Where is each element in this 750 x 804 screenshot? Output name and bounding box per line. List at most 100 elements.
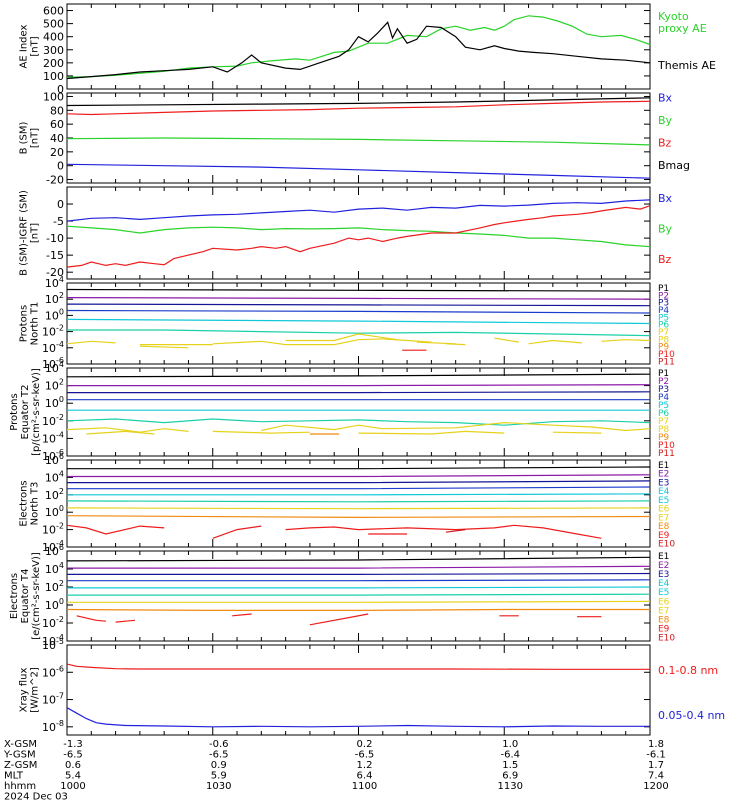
legend-entry: E9 bbox=[658, 531, 670, 541]
legend-entry: E1 bbox=[658, 461, 669, 471]
legend-entry: P8 bbox=[658, 335, 669, 345]
legend-entry: P10 bbox=[658, 441, 675, 451]
series-line-p8 bbox=[86, 430, 155, 435]
x-axis-row-label: Z-GSM bbox=[4, 760, 37, 771]
legend-entry: E8 bbox=[658, 615, 670, 625]
series-line-p3 bbox=[67, 391, 651, 394]
series-line-p5 bbox=[66, 318, 651, 325]
x-axis-row-value: 1130 bbox=[498, 781, 523, 792]
series-line-p1 bbox=[66, 288, 651, 292]
legend-entry: P11 bbox=[658, 357, 675, 367]
legend-entry: E3 bbox=[658, 570, 669, 580]
x-axis-row-value: 1030 bbox=[206, 781, 231, 792]
series-line-p8 bbox=[285, 333, 398, 342]
panel-frame bbox=[66, 3, 651, 90]
series-line-by bbox=[66, 137, 651, 146]
series-line-bz bbox=[66, 205, 651, 268]
y-axis-label: Electrons bbox=[9, 573, 20, 619]
y-axis-label: Protons bbox=[9, 393, 20, 430]
y-tick-label: 10-7 bbox=[42, 692, 64, 707]
legend-entry: P2 bbox=[658, 377, 669, 387]
legend-entry: proxy AE bbox=[658, 22, 707, 35]
series-line-p7 bbox=[528, 339, 583, 345]
legend-entry: P1 bbox=[658, 369, 669, 379]
series-line-e5 bbox=[67, 586, 651, 589]
x-axis-row-value: 1100 bbox=[352, 781, 377, 792]
series-line-e8 bbox=[66, 608, 650, 612]
y-tick-label: 0 bbox=[57, 83, 64, 96]
panel-frame bbox=[66, 186, 651, 280]
legend-entry: E2 bbox=[658, 470, 669, 480]
x-axis-row-value: 1000 bbox=[60, 781, 85, 792]
y-axis-label: North T1 bbox=[30, 302, 41, 346]
y-tick-label: 300 bbox=[43, 44, 64, 57]
legend-entry: P4 bbox=[658, 306, 669, 316]
legend-entry: P6 bbox=[658, 409, 669, 419]
y-axis-label: Equator T2 bbox=[20, 385, 31, 440]
series-line-by bbox=[66, 225, 651, 248]
series-line-p2 bbox=[67, 384, 651, 387]
series-line-p7 bbox=[212, 338, 432, 346]
y-tick-label: 102 bbox=[45, 487, 64, 502]
legend-entry: E10 bbox=[658, 540, 675, 550]
legend-entry: Bmag bbox=[658, 159, 690, 172]
series-line-p8 bbox=[494, 337, 519, 343]
series-line-bz bbox=[66, 100, 651, 116]
legend-entry: Kyoto bbox=[658, 10, 689, 23]
x-axis-row-value: -6.4 bbox=[500, 750, 520, 761]
y-tick-label: 106 bbox=[45, 543, 64, 558]
y-axis-label: [p/(cm²-s-sr-keV)] bbox=[31, 368, 42, 456]
series-line-e7 bbox=[66, 507, 651, 510]
y-tick-label: 100 bbox=[43, 90, 64, 103]
x-axis-row-value: 0.9 bbox=[211, 760, 227, 771]
y-axis-label: [nT] bbox=[30, 128, 41, 148]
legend-entry: 0.1-0.8 nm bbox=[658, 664, 718, 677]
panel-frame bbox=[66, 459, 651, 548]
y-tick-label: 600 bbox=[43, 5, 64, 18]
x-axis-row-value: 5.9 bbox=[211, 771, 227, 782]
legend-entry: P9 bbox=[658, 343, 669, 353]
legend-entry: P5 bbox=[658, 313, 669, 323]
x-axis-row-value: 7.4 bbox=[648, 771, 664, 782]
series-line-e5 bbox=[67, 493, 651, 496]
series-line-e10 bbox=[445, 529, 466, 533]
y-axis-label: Protons bbox=[19, 305, 30, 342]
legend-entry: P8 bbox=[658, 425, 669, 435]
legend-entry: E7 bbox=[658, 606, 669, 616]
legend-entry: E4 bbox=[658, 487, 670, 497]
legend-entry: P9 bbox=[658, 433, 669, 443]
x-axis-row-value: 1.5 bbox=[502, 760, 518, 771]
legend-entry: E5 bbox=[658, 496, 669, 506]
x-axis-row-value: -0.6 bbox=[209, 739, 229, 750]
legend-entry: Bx bbox=[658, 192, 673, 205]
legend-entry: P2 bbox=[658, 291, 669, 301]
legend-entry: By bbox=[658, 114, 673, 127]
series-line-p7 bbox=[139, 345, 189, 349]
legend-entry: Themis AE bbox=[657, 59, 716, 72]
series-line-e6 bbox=[67, 593, 651, 596]
y-axis-label: [nT] bbox=[30, 223, 41, 243]
legend-entry: E9 bbox=[658, 624, 670, 634]
x-axis-row-value: -1.3 bbox=[63, 739, 83, 750]
y-tick-label: 10-4 bbox=[42, 430, 64, 445]
y-tick-label: 104 bbox=[45, 469, 64, 484]
series-line-e6 bbox=[66, 500, 651, 503]
x-axis-row-value: -6.5 bbox=[355, 750, 375, 761]
y-axis-label: [nT] bbox=[30, 36, 41, 56]
legend-entry: By bbox=[658, 222, 673, 235]
series-line-0-05-0-4-nm bbox=[66, 707, 650, 728]
y-tick-label: 10-2 bbox=[42, 615, 64, 630]
y-tick-label: 0 bbox=[57, 160, 64, 173]
legend-entry: P7 bbox=[658, 417, 669, 427]
y-tick-label: -15 bbox=[46, 249, 64, 262]
y-tick-label: 10-2 bbox=[42, 413, 64, 428]
y-tick-label: 200 bbox=[43, 57, 64, 70]
y-tick-label: 10-2 bbox=[42, 324, 64, 339]
series-line-bx bbox=[66, 199, 651, 222]
panel-frame bbox=[66, 550, 651, 642]
